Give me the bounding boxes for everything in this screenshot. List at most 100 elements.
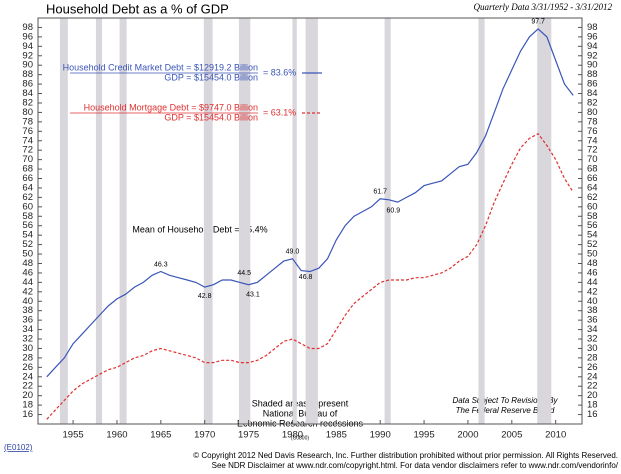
y-tick-label: 46 [22, 267, 33, 278]
point-annotation: 49.0 [286, 249, 300, 256]
y-tick-label: 18 [22, 400, 33, 411]
mean-note: Mean of Household Debt = 55.4% [132, 224, 267, 234]
y-tick-label: 42 [587, 286, 598, 297]
y-tick-label: 36 [587, 315, 598, 326]
revision-note: Data Subject To Revisions By [452, 396, 558, 405]
y-tick-label: 82 [587, 97, 598, 108]
plot-frame [37, 17, 583, 425]
y-tick-label: 90 [22, 60, 33, 71]
recession-band [305, 18, 318, 424]
y-tick-label: 54 [587, 230, 598, 241]
point-annotation: 46.3 [154, 261, 168, 268]
x-tick-label: 2000 [457, 430, 478, 441]
y-tick-label: 96 [587, 31, 598, 42]
point-annotation: 61.7 [373, 189, 387, 196]
point-annotation: 60.9 [387, 207, 401, 214]
y-tick-label: 54 [22, 230, 33, 241]
y-tick-label: 44 [587, 277, 598, 288]
y-tick-label: 98 [587, 22, 598, 33]
y-tick-label: 68 [587, 164, 598, 175]
point-annotation: 97.7 [531, 19, 545, 26]
x-tick-label: 1990 [370, 430, 391, 441]
y-tick-label: 64 [22, 182, 33, 193]
x-tick-label: 2005 [501, 430, 522, 441]
footer: © Copyright 2012 Ned Davis Research, Inc… [193, 451, 618, 460]
series-code: (C0800) [291, 435, 309, 441]
legend-label: Household Mortgage Debt = $9747.0 Billio… [84, 102, 258, 112]
point-annotation: 46.8 [299, 274, 313, 281]
y-tick-label: 70 [587, 154, 598, 165]
y-tick-label: 40 [587, 296, 598, 307]
y-tick-label: 78 [22, 116, 33, 127]
y-tick-label: 86 [22, 79, 33, 90]
chart-title: Household Debt as a % of GDP [46, 1, 229, 16]
x-tick-label: 1985 [326, 430, 347, 441]
recession-band [537, 18, 552, 424]
y-tick-label: 72 [22, 145, 33, 156]
y-tick-label: 92 [587, 50, 598, 61]
y-tick-label: 78 [587, 116, 598, 127]
legend-label: = 83.6% [263, 67, 296, 77]
y-tick-label: 20 [587, 390, 598, 401]
recession-band [238, 18, 251, 424]
legend-label: GDP = $15454.0 Billion [164, 112, 258, 122]
y-tick-label: 38 [587, 305, 598, 316]
y-tick-label: 48 [22, 258, 33, 269]
y-tick-label: 62 [22, 192, 33, 203]
y-tick-label: 34 [587, 324, 598, 335]
footer: See NDR Disclaimer at www.ndr.com/copyri… [212, 461, 619, 470]
x-tick-label: 2010 [545, 430, 566, 441]
y-tick-label: 66 [22, 173, 33, 184]
y-tick-label: 50 [587, 249, 598, 260]
y-tick-label: 32 [22, 334, 33, 345]
y-tick-label: 60 [587, 201, 598, 212]
y-tick-label: 70 [22, 154, 33, 165]
y-tick-label: 30 [22, 343, 33, 354]
y-tick-label: 24 [22, 371, 33, 382]
x-tick-label: 1965 [150, 430, 171, 441]
legend-label: = 63.1% [263, 107, 296, 117]
chart-subtitle: Quarterly Data 3/31/1952 - 3/31/2012 [474, 2, 613, 12]
x-tick-label: 1960 [106, 430, 127, 441]
y-tick-label: 58 [587, 211, 598, 222]
point-annotation: 43.1 [246, 291, 260, 298]
y-tick-label: 20 [22, 390, 33, 401]
y-tick-label: 48 [587, 258, 598, 269]
legend-label: Household Credit Market Debt = $12919.2 … [63, 62, 258, 72]
x-tick-label: 1970 [194, 430, 215, 441]
recession-band [95, 18, 103, 424]
y-tick-label: 88 [587, 69, 598, 80]
y-tick-label: 16 [22, 409, 33, 420]
y-tick-label: 58 [22, 211, 33, 222]
y-tick-label: 30 [587, 343, 598, 354]
y-tick-label: 80 [587, 107, 598, 118]
y-tick-label: 86 [587, 79, 598, 90]
y-tick-label: 36 [22, 315, 33, 326]
recession-band [384, 18, 391, 424]
y-tick-label: 18 [587, 400, 598, 411]
y-tick-label: 24 [587, 371, 598, 382]
y-tick-label: 96 [22, 31, 33, 42]
y-tick-label: 72 [587, 145, 598, 156]
y-tick-label: 42 [22, 286, 33, 297]
y-tick-label: 84 [587, 88, 598, 99]
x-tick-label: 1975 [238, 430, 259, 441]
y-tick-label: 88 [22, 69, 33, 80]
y-tick-label: 26 [587, 362, 598, 373]
y-tick-label: 38 [22, 305, 33, 316]
y-tick-label: 56 [587, 220, 598, 231]
recession-note: National Bureau of [263, 408, 338, 418]
recession-band [292, 18, 297, 424]
y-tick-label: 22 [587, 381, 598, 392]
revision-note: The Federal Reserve Board [456, 406, 555, 415]
y-tick-label: 28 [22, 352, 33, 363]
y-tick-label: 56 [22, 220, 33, 231]
recession-band [203, 18, 213, 424]
y-tick-label: 94 [22, 41, 33, 52]
x-tick-label: 1980 [282, 430, 303, 441]
x-tick-label: 1955 [63, 430, 84, 441]
y-tick-label: 26 [22, 362, 33, 373]
recession-band [119, 18, 127, 424]
y-tick-label: 92 [22, 50, 33, 61]
y-tick-label: 40 [22, 296, 33, 307]
